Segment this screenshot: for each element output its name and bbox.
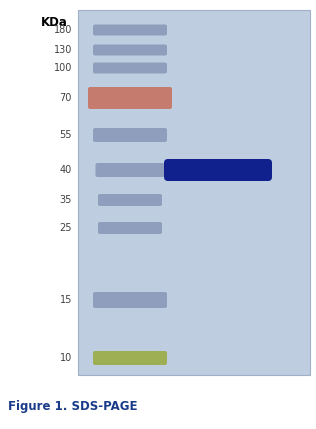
Text: 100: 100 xyxy=(54,63,72,73)
FancyBboxPatch shape xyxy=(93,63,167,73)
FancyBboxPatch shape xyxy=(98,222,162,234)
Text: 70: 70 xyxy=(60,93,72,103)
FancyBboxPatch shape xyxy=(93,45,167,55)
FancyBboxPatch shape xyxy=(93,24,167,36)
Text: 40: 40 xyxy=(60,165,72,175)
FancyBboxPatch shape xyxy=(93,128,167,142)
FancyBboxPatch shape xyxy=(98,194,162,206)
Text: Figure 1. SDS-PAGE: Figure 1. SDS-PAGE xyxy=(8,400,137,413)
Text: 55: 55 xyxy=(59,130,72,140)
Text: KDa: KDa xyxy=(41,16,68,29)
Text: 10: 10 xyxy=(60,353,72,363)
Text: 180: 180 xyxy=(54,25,72,35)
Bar xyxy=(78,10,310,375)
FancyBboxPatch shape xyxy=(164,159,272,181)
Text: 35: 35 xyxy=(60,195,72,205)
FancyBboxPatch shape xyxy=(93,292,167,308)
FancyBboxPatch shape xyxy=(88,87,172,109)
Text: 25: 25 xyxy=(59,223,72,233)
FancyBboxPatch shape xyxy=(95,163,165,177)
FancyBboxPatch shape xyxy=(93,351,167,365)
Text: 130: 130 xyxy=(54,45,72,55)
Text: 15: 15 xyxy=(60,295,72,305)
